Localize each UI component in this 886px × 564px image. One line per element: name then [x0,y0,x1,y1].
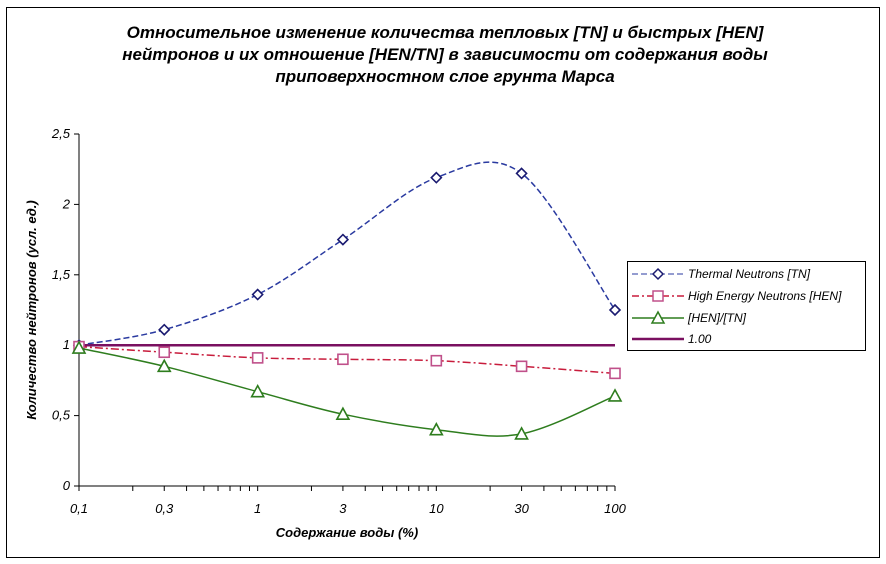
y-axis-title: Количество нейтронов (усл. ед.) [24,200,39,420]
y-tick-label: 1 [63,337,70,352]
data-point-high-energy-neutrons-hen [337,353,349,366]
data-point-thermal-neutrons-tn [608,303,622,317]
legend-ratio-icon [632,310,684,324]
legend-thermal-neutrons-icon [632,267,684,281]
x-tick-label: 30 [514,501,529,516]
legend-item-high-energy-neutrons: High Energy Neutrons [HEN] [628,286,866,306]
data-point-thermal-neutrons-tn [515,167,528,180]
legend-high-energy-neutrons-icon [632,290,684,302]
series-line-thermal-neutrons-tn [78,161,616,346]
chart-title: Относительное изменение количества тепло… [60,22,830,88]
chart-title-line-2: нейтронов и их отношение [HEN/TN] в зави… [122,45,768,64]
data-point-hen-tn [250,383,266,398]
y-tick-label: 2,5 [51,126,71,141]
data-point-high-energy-neutrons-hen [251,352,264,364]
x-tick-label: 10 [429,501,444,516]
data-point-hen-tn [607,388,623,402]
data-point-hen-tn [335,406,351,420]
legend-reference-icon [632,337,684,341]
data-point-hen-tn [156,358,172,373]
chart-title-line-1: Относительное изменение количества тепло… [126,23,764,42]
x-axis-title: Содержание воды (%) [276,525,418,540]
data-point-thermal-neutrons-tn [158,323,171,336]
chart-title-line-3: приповерхностном слое грунта Марса [275,67,615,86]
x-tick-label: 3 [339,501,347,516]
x-tick-label: 100 [604,501,626,516]
y-tick-label: 0,5 [52,408,71,423]
legend: Thermal Neutrons [TN] High Energy Neutro… [627,261,866,351]
legend-label-thermal-neutrons: Thermal Neutrons [TN] [688,267,811,281]
data-point-high-energy-neutrons-hen [609,367,621,380]
data-point-thermal-neutrons-tn [336,233,350,246]
y-tick-label: 0 [63,478,71,493]
data-point-high-energy-neutrons-hen [515,360,528,373]
data-point-thermal-neutrons-tn [251,288,264,301]
data-point-high-energy-neutrons-hen [430,354,443,367]
x-tick-label: 1 [254,501,261,516]
data-point-thermal-neutrons-tn [430,171,443,184]
x-tick-label: 0,1 [70,501,88,516]
data-point-hen-tn [428,422,444,436]
legend-item-ratio: [HEN]/[TN] [628,308,866,328]
legend-item-reference: 1.00 [628,329,866,349]
y-tick-label: 1,5 [52,267,71,282]
data-point-high-energy-neutrons-hen [158,346,171,359]
legend-label-reference: 1.00 [688,332,712,346]
legend-label-ratio: [HEN]/[TN] [688,311,747,325]
x-tick-label: 0,3 [155,501,174,516]
data-point-hen-tn [71,340,87,354]
legend-label-high-energy-neutrons: High Energy Neutrons [HEN] [688,289,842,303]
y-tick-label: 2 [62,196,71,211]
legend-item-thermal-neutrons: Thermal Neutrons [TN] [628,264,866,284]
data-point-hen-tn [514,426,529,440]
